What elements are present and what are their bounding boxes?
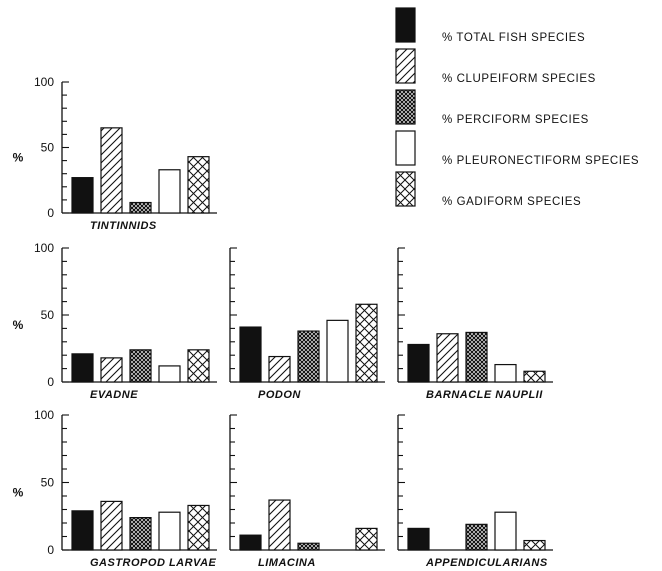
legend-entry-perciform-species: % PERCIFORM SPECIES	[395, 89, 589, 126]
bar-evadne-perciform-species	[129, 349, 152, 383]
bar-tintinnids-perciform-species	[129, 201, 152, 214]
bar-appendicularians-pleuronectiform-species	[494, 511, 517, 551]
panel-tintinnids: 0 50 100% TINTINNIDS	[13, 75, 217, 232]
panel-title: BARNACLE NAUPLII	[426, 389, 543, 401]
bar-appendicularians-total-fish-species	[407, 527, 430, 551]
panel-title: EVADNE	[90, 389, 138, 401]
legend-swatch	[395, 130, 416, 166]
y-axis-label: %	[13, 151, 24, 165]
bar-gastropod-larvae-total-fish-species	[71, 510, 94, 551]
bar-gastropod-larvae-perciform-species	[129, 516, 152, 551]
y-tick-label: 100	[34, 408, 54, 422]
bar-evadne-gadiform-species	[187, 349, 210, 383]
legend-entry-total-fish-species: % TOTAL FISH SPECIES	[395, 7, 585, 44]
bar-evadne-pleuronectiform-species	[158, 365, 181, 383]
panel-title: LIMACINA	[258, 557, 316, 569]
y-tick-label: 0	[47, 375, 54, 389]
panel-barnacle-nauplii: BARNACLE NAUPLII	[397, 247, 553, 401]
bar-barnacle-nauplii-clupeiform-species	[436, 333, 459, 383]
y-tick-label: 50	[41, 141, 55, 155]
y-tick-label: 0	[47, 206, 54, 220]
bar-tintinnids-pleuronectiform-species	[158, 169, 181, 214]
bar-limacina-perciform-species	[297, 542, 320, 551]
y-tick-label: 100	[34, 75, 54, 89]
legend-label: % TOTAL FISH SPECIES	[442, 32, 585, 44]
bar-barnacle-nauplii-gadiform-species	[523, 370, 546, 383]
bar-evadne-total-fish-species	[71, 353, 94, 383]
bar-evadne-clupeiform-species	[100, 357, 123, 383]
bar-barnacle-nauplii-perciform-species	[465, 331, 488, 383]
bar-limacina-gadiform-species	[355, 527, 378, 551]
legend-swatch	[395, 89, 416, 125]
panel-title: GASTROPOD LARVAE	[90, 557, 217, 569]
panel-appendicularians: APPENDICULARIANS	[397, 414, 553, 569]
bar-podon-gadiform-species	[355, 303, 378, 383]
panel-evadne: 0 50 100% EVADNE	[13, 241, 217, 401]
legend-entry-pleuronectiform-species: % PLEURONECTIFORM SPECIES	[395, 130, 639, 167]
bar-tintinnids-gadiform-species	[187, 156, 210, 214]
bar-appendicularians-perciform-species	[465, 523, 488, 551]
bar-tintinnids-total-fish-species	[71, 177, 94, 214]
bar-gastropod-larvae-pleuronectiform-species	[158, 511, 181, 551]
panel-gastropod-larvae: 0 50 100% GASTROPOD LARVAE	[13, 408, 217, 569]
bar-podon-perciform-species	[297, 330, 320, 383]
bar-limacina-total-fish-species	[239, 534, 262, 551]
legend-label: % PLEURONECTIFORM SPECIES	[442, 155, 639, 167]
legend-entry-gadiform-species: % GADIFORM SPECIES	[395, 171, 581, 208]
legend-swatch	[395, 171, 416, 207]
bar-podon-total-fish-species	[239, 326, 262, 383]
legend-swatch	[395, 48, 416, 84]
y-tick-label: 0	[47, 543, 54, 557]
legend: % TOTAL FISH SPECIES % CLUPEIFORM SPECIES…	[395, 7, 639, 208]
bar-barnacle-nauplii-total-fish-species	[407, 343, 430, 383]
bar-gastropod-larvae-clupeiform-species	[100, 500, 123, 551]
bar-tintinnids-clupeiform-species	[100, 127, 123, 214]
y-tick-label: 50	[41, 308, 55, 322]
panel-title: TINTINNIDS	[90, 220, 157, 232]
bar-podon-pleuronectiform-species	[326, 319, 349, 383]
panel-limacina: LIMACINA	[229, 414, 385, 569]
panel-title: APPENDICULARIANS	[425, 557, 548, 569]
legend-entry-clupeiform-species: % CLUPEIFORM SPECIES	[395, 48, 596, 85]
y-tick-label: 100	[34, 241, 54, 255]
bar-podon-clupeiform-species	[268, 355, 291, 383]
bar-gastropod-larvae-gadiform-species	[187, 504, 210, 551]
y-axis-label: %	[13, 486, 24, 500]
bar-appendicularians-gadiform-species	[523, 539, 546, 551]
y-axis-label: %	[13, 318, 24, 332]
panels: 0 50 100% TINTINNIDS 0 50 100% EVADNE PODON BARNA…	[13, 75, 553, 569]
legend-label: % GADIFORM SPECIES	[442, 196, 581, 208]
y-tick-label: 50	[41, 476, 55, 490]
legend-label: % PERCIFORM SPECIES	[442, 114, 589, 126]
bar-barnacle-nauplii-pleuronectiform-species	[494, 363, 517, 383]
legend-label: % CLUPEIFORM SPECIES	[442, 73, 596, 85]
panel-title: PODON	[258, 389, 301, 401]
legend-swatch	[395, 7, 416, 43]
panel-podon: PODON	[229, 247, 385, 401]
bar-limacina-clupeiform-species	[268, 499, 291, 551]
